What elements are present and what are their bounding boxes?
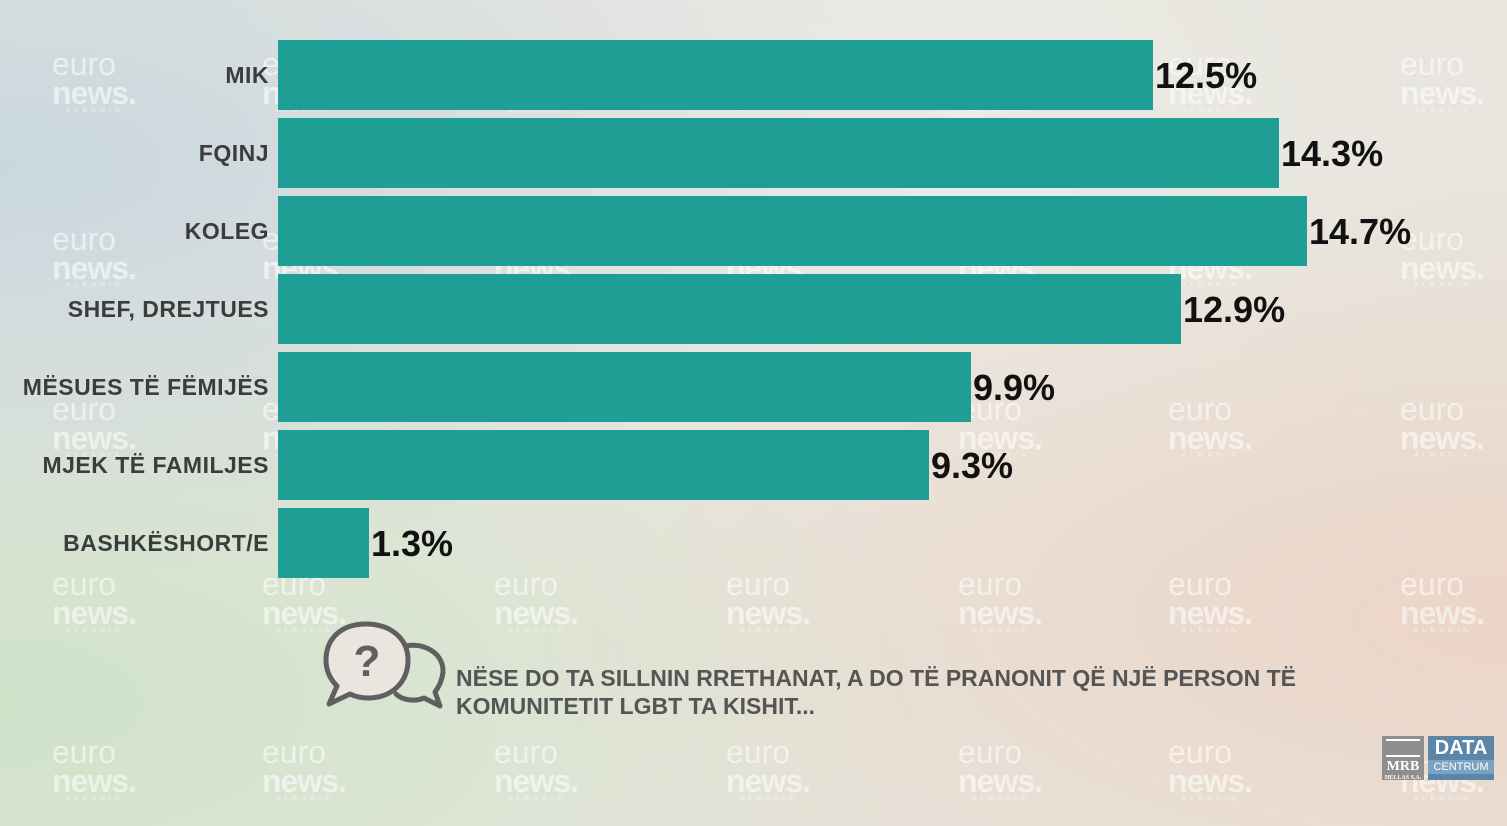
data-centrum-logo-top: DATA: [1434, 737, 1488, 759]
category-label: BASHKËSHORT/E: [63, 530, 269, 556]
value-label: 1.3%: [371, 523, 453, 564]
mrb-logo: MRB HELLAS S.A.: [1382, 736, 1424, 781]
value-label: 14.3%: [1281, 133, 1383, 174]
mrb-logo-text: MRB: [1386, 759, 1420, 774]
bar: [278, 508, 369, 578]
bar: [278, 274, 1181, 344]
data-centrum-logo-bottom: CENTRUM: [1428, 760, 1494, 774]
value-label: 9.9%: [973, 367, 1055, 408]
bar: [278, 196, 1307, 266]
category-label: FQINJ: [199, 140, 269, 166]
data-centrum-logo: DATA CENTRUM: [1428, 736, 1494, 780]
bar: [278, 430, 929, 500]
mrb-logo-subtext: HELLAS S.A.: [1384, 775, 1422, 781]
category-label: SHEF, DREJTUES: [68, 296, 269, 322]
value-label: 14.7%: [1309, 211, 1411, 252]
value-label: 12.5%: [1155, 55, 1257, 96]
question-block: ? NËSE DO TA SILLNIN RRETHANAT, A DO TË …: [322, 620, 1462, 730]
category-label: MJEK TË FAMILJES: [42, 452, 269, 478]
category-label: MIK: [225, 62, 269, 88]
bar: [278, 352, 971, 422]
category-label: MËSUES TË FËMIJËS: [23, 374, 269, 400]
speech-bubbles-question-icon: ?: [323, 621, 446, 709]
question-text: NËSE DO TA SILLNIN RRETHANAT, A DO TË PR…: [456, 665, 1296, 719]
bar-chart: MIK 12.5% FQINJ 14.3% KOLEG 14.7% SHEF, DREJTU…: [23, 40, 1411, 578]
bar: [278, 40, 1153, 110]
category-label: KOLEG: [185, 218, 269, 244]
value-label: 12.9%: [1183, 289, 1285, 330]
value-label: 9.3%: [931, 445, 1013, 486]
source-logos: MRB HELLAS S.A. DATA CENTRUM: [1382, 736, 1494, 781]
svg-text:?: ?: [354, 637, 381, 686]
bar: [278, 118, 1279, 188]
